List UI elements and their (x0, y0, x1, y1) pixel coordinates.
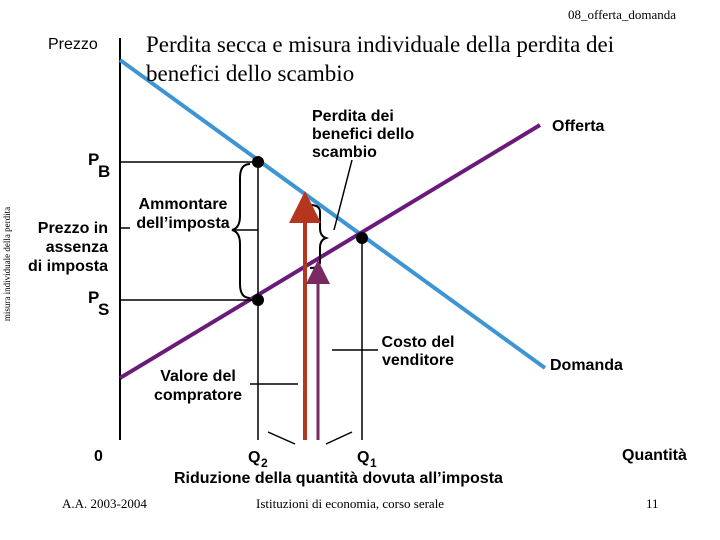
q2-reduction-leader (267, 431, 296, 445)
supply-label: Offerta (552, 118, 605, 135)
q2-label-main: Q (248, 449, 261, 466)
buyer-value-label: Valore del compratore (153, 368, 243, 404)
surplus-leader-line (333, 159, 353, 231)
seller-price-point (252, 294, 264, 306)
x-axis-label: Quantità (622, 447, 687, 464)
pb-label-main: P (88, 150, 100, 169)
seller-cost-label: Costo del venditore (381, 334, 455, 369)
footer-course-name: Istituzioni di economia, corso serale (256, 496, 445, 511)
ps-label-sub: S (98, 300, 110, 319)
demand-label: Domanda (550, 357, 623, 374)
tax-amount-label: Ammontare dell’imposta (136, 196, 230, 232)
buyer-price-point (252, 156, 264, 168)
origin-label: 0 (94, 448, 103, 465)
footer-course-year: A.A. 2003-2004 (62, 496, 147, 511)
equilibrium-point (356, 232, 368, 244)
quantity-reduction-label: Riduzione della quantità dovuta all’impo… (174, 470, 503, 487)
lost-surplus-label: Perdita dei benefici dello scambio (312, 108, 415, 161)
q1-label-sub: 1 (370, 456, 377, 470)
file-label: 08_offerta_domanda (568, 7, 677, 22)
pb-label-sub: B (98, 162, 111, 181)
supply-curve (118, 123, 542, 380)
chart-title: Perdita secca e misura individuale della… (146, 32, 615, 86)
q2-label-sub: 2 (261, 456, 268, 470)
y-axis-label: Prezzo (48, 36, 98, 53)
no-tax-price-label: Prezzo in assenza di imposta (27, 220, 108, 275)
side-label: misura individuale della perdita (2, 206, 12, 322)
q1-reduction-leader (325, 431, 353, 445)
page-number: 11 (646, 496, 659, 511)
demand-curve (118, 58, 547, 370)
q1-label-main: Q (357, 449, 370, 466)
ps-label-main: P (88, 288, 100, 307)
